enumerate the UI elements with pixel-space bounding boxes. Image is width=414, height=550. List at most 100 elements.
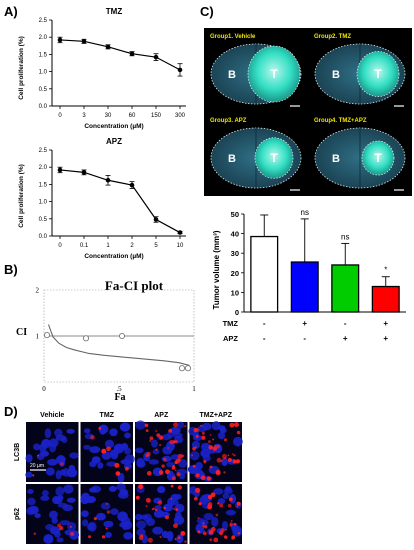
red-puncta	[145, 497, 151, 503]
apz-y-tick-label: 1.5	[39, 182, 48, 188]
red-puncta	[115, 471, 121, 476]
nucleus-dapi	[66, 428, 75, 434]
red-puncta	[159, 536, 162, 539]
tmz-x-tick-label: 150	[151, 113, 162, 119]
tmz-x-axis-label: Concentration (µM)	[84, 123, 143, 130]
microscopy-image-lc3b-2	[80, 422, 135, 483]
red-puncta	[202, 524, 205, 528]
red-puncta	[224, 535, 228, 539]
nucleus-dapi	[173, 432, 183, 439]
nucleus-dapi	[146, 518, 156, 527]
nucleus-dapi	[45, 467, 55, 476]
fa-ci-y-tick-label: 1	[36, 333, 40, 341]
apz-data-point	[153, 217, 159, 222]
panel-label-b: B)	[4, 262, 18, 277]
red-puncta	[105, 527, 108, 530]
nucleus-dapi	[55, 470, 62, 480]
nucleus-dapi	[43, 534, 54, 544]
nucleus-dapi	[100, 502, 111, 510]
tumor-region	[356, 51, 400, 97]
red-puncta	[177, 458, 181, 462]
red-puncta	[176, 472, 181, 477]
tmz-x-tick-label: 3	[82, 113, 86, 119]
fa-ci-x-tick-label: 0	[42, 385, 46, 393]
red-puncta	[174, 538, 177, 541]
red-puncta	[57, 523, 61, 528]
nucleus-dapi	[217, 432, 226, 440]
apz-data-point	[177, 230, 183, 235]
nucleus-dapi	[113, 443, 125, 454]
nucleus-dapi	[105, 531, 112, 538]
red-puncta	[219, 503, 224, 508]
red-puncta	[155, 429, 158, 433]
apz-x-tick-label: 5	[154, 243, 158, 249]
nucleus-dapi	[81, 510, 89, 518]
red-puncta	[201, 431, 205, 435]
nucleus-dapi	[108, 485, 117, 492]
tmz-data-point	[153, 54, 159, 60]
nucleus-dapi	[187, 465, 199, 474]
nucleus-dapi	[42, 490, 49, 497]
nucleus-dapi	[63, 484, 74, 494]
nucleus-dapi	[211, 516, 219, 527]
nucleus-dapi	[124, 447, 131, 455]
tumor-label-t: T	[374, 151, 382, 165]
red-puncta	[184, 425, 187, 428]
red-puncta	[209, 538, 213, 542]
nucleus-dapi	[117, 491, 129, 499]
fa-ci-title: Fa-CI plot	[105, 278, 164, 293]
tumor-plot-area: 0 10 20 30 40 50 ns ns * TMZ - + - + APZ - - + +	[223, 208, 406, 343]
nucleus-dapi	[81, 519, 89, 527]
red-puncta	[32, 474, 35, 477]
nucleus-dapi	[99, 425, 107, 435]
brain-label-b: B	[228, 69, 236, 81]
tmz-y-tick-label: 2.0	[39, 35, 48, 41]
nucleus-dapi	[28, 505, 39, 515]
red-puncta	[93, 517, 97, 521]
nucleus-dapi	[162, 434, 171, 441]
red-puncta	[236, 430, 241, 435]
nucleus-dapi	[178, 458, 188, 468]
red-puncta	[198, 502, 202, 506]
red-puncta	[69, 525, 72, 528]
red-puncta	[214, 444, 217, 447]
tumor-y-tick-label: 50	[231, 210, 239, 219]
microscopy-panel: Vehicle TMZ APZ TMZ+APZ LC3B p62 20 µm	[0, 404, 414, 550]
fa-ci-x-tick-label: .5	[116, 385, 122, 393]
red-puncta	[33, 532, 37, 535]
red-puncta	[220, 528, 225, 533]
red-puncta	[159, 435, 164, 440]
nucleus-dapi	[89, 446, 101, 454]
microscopy-row-label: p62	[14, 508, 21, 520]
fa-ci-plot-area: 0 .5 1 1 2	[36, 287, 197, 394]
tumor-bar	[331, 264, 360, 313]
red-puncta	[215, 513, 219, 517]
tumor-treatment-sign: +	[383, 319, 388, 328]
brain-group-title: Group2. TMZ	[314, 34, 351, 40]
nucleus-dapi	[221, 520, 229, 530]
red-puncta	[154, 508, 158, 512]
red-puncta	[98, 427, 102, 430]
red-puncta	[233, 522, 237, 526]
red-puncta	[200, 475, 206, 481]
red-puncta	[211, 526, 216, 532]
red-puncta	[170, 498, 173, 500]
nucleus-dapi	[167, 532, 174, 542]
nucleus-dapi	[141, 534, 148, 544]
red-puncta	[228, 497, 233, 502]
red-puncta	[114, 462, 120, 468]
nucleus-dapi	[36, 453, 45, 461]
panel-label-a: A)	[4, 4, 18, 19]
nucleus-dapi	[174, 503, 185, 513]
nucleus-dapi	[197, 425, 207, 433]
nucleus-dapi	[152, 526, 164, 535]
brain-image-grid: Group1. Vehicle B T Group2. TMZ B T Group3. AP…	[204, 28, 412, 196]
tumor-treatment-sign: +	[302, 319, 307, 328]
nucleus-dapi	[45, 524, 55, 531]
red-puncta	[151, 508, 154, 511]
red-puncta	[203, 460, 207, 463]
red-puncta	[149, 436, 154, 441]
nucleus-dapi	[136, 520, 147, 529]
red-puncta	[124, 466, 129, 471]
